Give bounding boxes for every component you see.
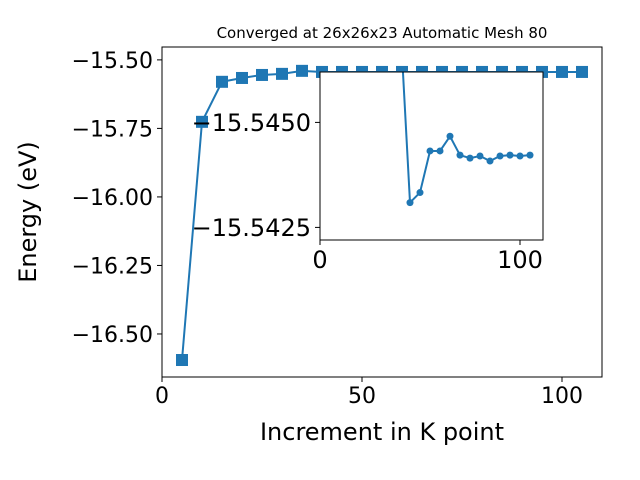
marker (526, 151, 534, 159)
marker (506, 151, 514, 159)
y-tick-label: −16.00 (72, 186, 153, 211)
x-tick-label: 0 (312, 246, 327, 274)
x-tick-label: 0 (155, 384, 169, 409)
marker (176, 354, 188, 367)
marker (216, 75, 228, 88)
marker (516, 152, 524, 160)
y-tick-label: −15.75 (72, 117, 153, 142)
x-tick-label: 100 (497, 246, 543, 274)
marker (426, 147, 434, 155)
marker (576, 65, 588, 78)
chart-title: Converged at 26x26x23 Automatic Mesh 80 (217, 24, 548, 42)
axes-frame (161, 46, 603, 378)
y-axis-label: Energy (eV) (14, 141, 42, 283)
axes-frame (319, 71, 544, 241)
marker (476, 152, 484, 160)
series (176, 64, 588, 367)
x-tick-label: 50 (348, 384, 376, 409)
x-axis-label: Increment in K point (260, 418, 504, 446)
marker (236, 71, 248, 84)
marker (436, 147, 444, 155)
series (397, 14, 534, 207)
y-tick-label: −16.50 (72, 323, 153, 348)
marker (406, 199, 414, 207)
marker (556, 65, 568, 78)
marker (496, 152, 504, 160)
marker (196, 115, 208, 128)
y-tick-label: −15.5450 (192, 109, 311, 137)
marker (466, 154, 474, 162)
marker (456, 151, 464, 159)
marker (416, 189, 424, 197)
y-tick-label: −15.50 (72, 49, 153, 74)
y-tick-label: −16.25 (72, 254, 153, 279)
marker (446, 132, 454, 140)
marker (296, 64, 308, 77)
x-tick-label: 100 (541, 384, 583, 409)
marker (256, 68, 268, 81)
marker (397, 14, 404, 21)
marker (276, 67, 288, 80)
y-tick-label: −15.5425 (192, 214, 311, 242)
marker (486, 157, 494, 165)
